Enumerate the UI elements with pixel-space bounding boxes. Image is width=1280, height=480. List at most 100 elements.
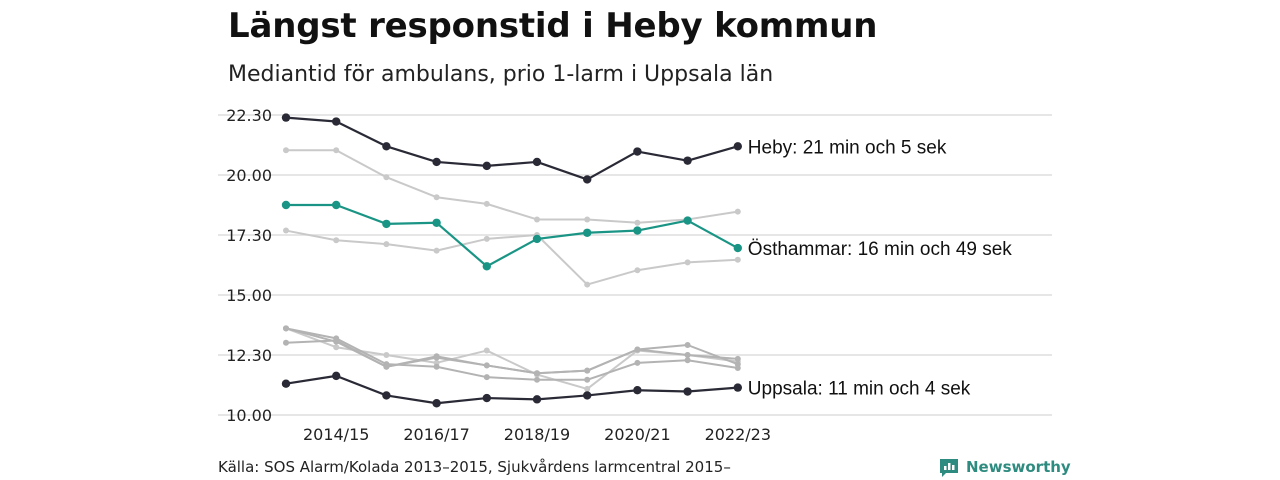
data-point — [283, 227, 289, 234]
series-line — [285, 116, 739, 181]
series-label: Uppsala: 11 min och 4 sek — [748, 379, 971, 400]
data-point — [684, 357, 691, 364]
data-point — [734, 208, 741, 215]
data-point — [734, 256, 741, 263]
data-point — [733, 243, 742, 253]
y-tick-label: 10.00 — [226, 406, 272, 425]
series-background — [283, 337, 741, 377]
data-point — [583, 175, 592, 184]
data-point — [432, 218, 441, 227]
data-point — [383, 363, 390, 370]
x-tick-label: 2020/21 — [604, 425, 670, 444]
data-point — [433, 194, 440, 201]
series-uppsala — [281, 371, 742, 408]
data-point — [733, 142, 742, 151]
series-line — [285, 327, 738, 390]
data-point — [382, 219, 391, 229]
data-point — [333, 338, 340, 345]
data-point — [332, 371, 341, 381]
data-point — [283, 339, 289, 346]
series-line — [285, 229, 738, 286]
x-tick-label: 2018/19 — [504, 425, 570, 444]
series-heby — [281, 113, 742, 184]
data-point — [283, 325, 289, 332]
background-series — [283, 147, 741, 392]
data-point — [483, 235, 490, 242]
y-tick-label: 20.00 — [226, 166, 272, 185]
data-point — [383, 174, 390, 181]
data-point — [534, 376, 540, 383]
data-point — [532, 395, 542, 404]
brand-logo: Newsworthy — [938, 456, 1071, 478]
data-point — [482, 393, 491, 403]
data-point — [433, 363, 440, 370]
data-point — [333, 147, 340, 154]
data-point — [333, 344, 340, 351]
data-point — [634, 346, 641, 353]
data-point — [534, 370, 540, 377]
data-point — [634, 267, 641, 274]
data-point — [483, 374, 490, 381]
data-point — [483, 362, 490, 369]
data-point — [383, 352, 390, 358]
brand-name: Newsworthy — [966, 458, 1071, 476]
data-point — [584, 385, 591, 392]
data-point — [383, 241, 390, 248]
series-background — [283, 147, 741, 226]
data-point — [683, 387, 692, 396]
newsworthy-logo-icon — [940, 459, 958, 477]
y-tick-label: 12.30 — [226, 346, 272, 365]
source-note: Källa: SOS Alarm/Kolada 2013–2015, Sjukv… — [218, 458, 731, 476]
data-point — [584, 216, 591, 223]
series-background — [283, 227, 741, 288]
data-point — [433, 354, 440, 361]
series-background — [283, 325, 741, 377]
data-point — [734, 361, 741, 368]
data-point — [283, 147, 289, 154]
data-point — [433, 247, 440, 254]
x-tick-label: 2022/23 — [705, 425, 771, 444]
data-point — [332, 200, 341, 210]
data-point — [432, 399, 441, 408]
y-axis-ticks: 10.00 12.30 15.00 17.30 20.00 22.30 — [226, 106, 272, 425]
chart-title: Längst responstid i Heby kommun — [228, 6, 878, 46]
grid-lines — [218, 114, 1052, 416]
data-point — [634, 219, 641, 226]
data-point — [483, 347, 490, 354]
series-labels: Heby: 21 min och 5 sek Östhammar: 16 min … — [748, 137, 1012, 399]
series-line — [285, 374, 738, 405]
series-line — [285, 327, 738, 375]
chart-subtitle: Mediantid för ambulans, prio 1-larm i Up… — [228, 62, 774, 87]
data-point — [432, 157, 441, 167]
series-label: Östhammar: 16 min och 49 sek — [748, 239, 1012, 260]
data-point — [733, 383, 742, 392]
data-point — [683, 216, 692, 225]
data-point — [281, 200, 291, 210]
series-line — [285, 327, 738, 381]
highlighted-series — [281, 113, 742, 408]
data-point — [734, 355, 741, 362]
data-point — [684, 259, 691, 266]
data-point — [532, 157, 542, 167]
y-tick-label: 17.30 — [226, 226, 272, 245]
data-point — [281, 379, 291, 388]
x-tick-label: 2016/17 — [403, 425, 469, 444]
series-label: Heby: 21 min och 5 sek — [748, 137, 947, 158]
series-line — [286, 203, 739, 268]
data-point — [483, 200, 490, 207]
data-point — [684, 342, 691, 348]
data-point — [584, 376, 591, 383]
data-point — [281, 113, 291, 122]
x-tick-label: 2014/15 — [303, 425, 369, 444]
data-point — [584, 367, 591, 374]
data-point — [634, 359, 641, 366]
data-point — [633, 147, 642, 156]
series-line — [286, 149, 738, 224]
data-point — [684, 352, 691, 358]
data-point — [583, 228, 592, 237]
data-point — [333, 237, 340, 244]
data-point — [584, 281, 591, 288]
data-point — [332, 117, 341, 126]
y-tick-label: 22.30 — [226, 106, 272, 125]
